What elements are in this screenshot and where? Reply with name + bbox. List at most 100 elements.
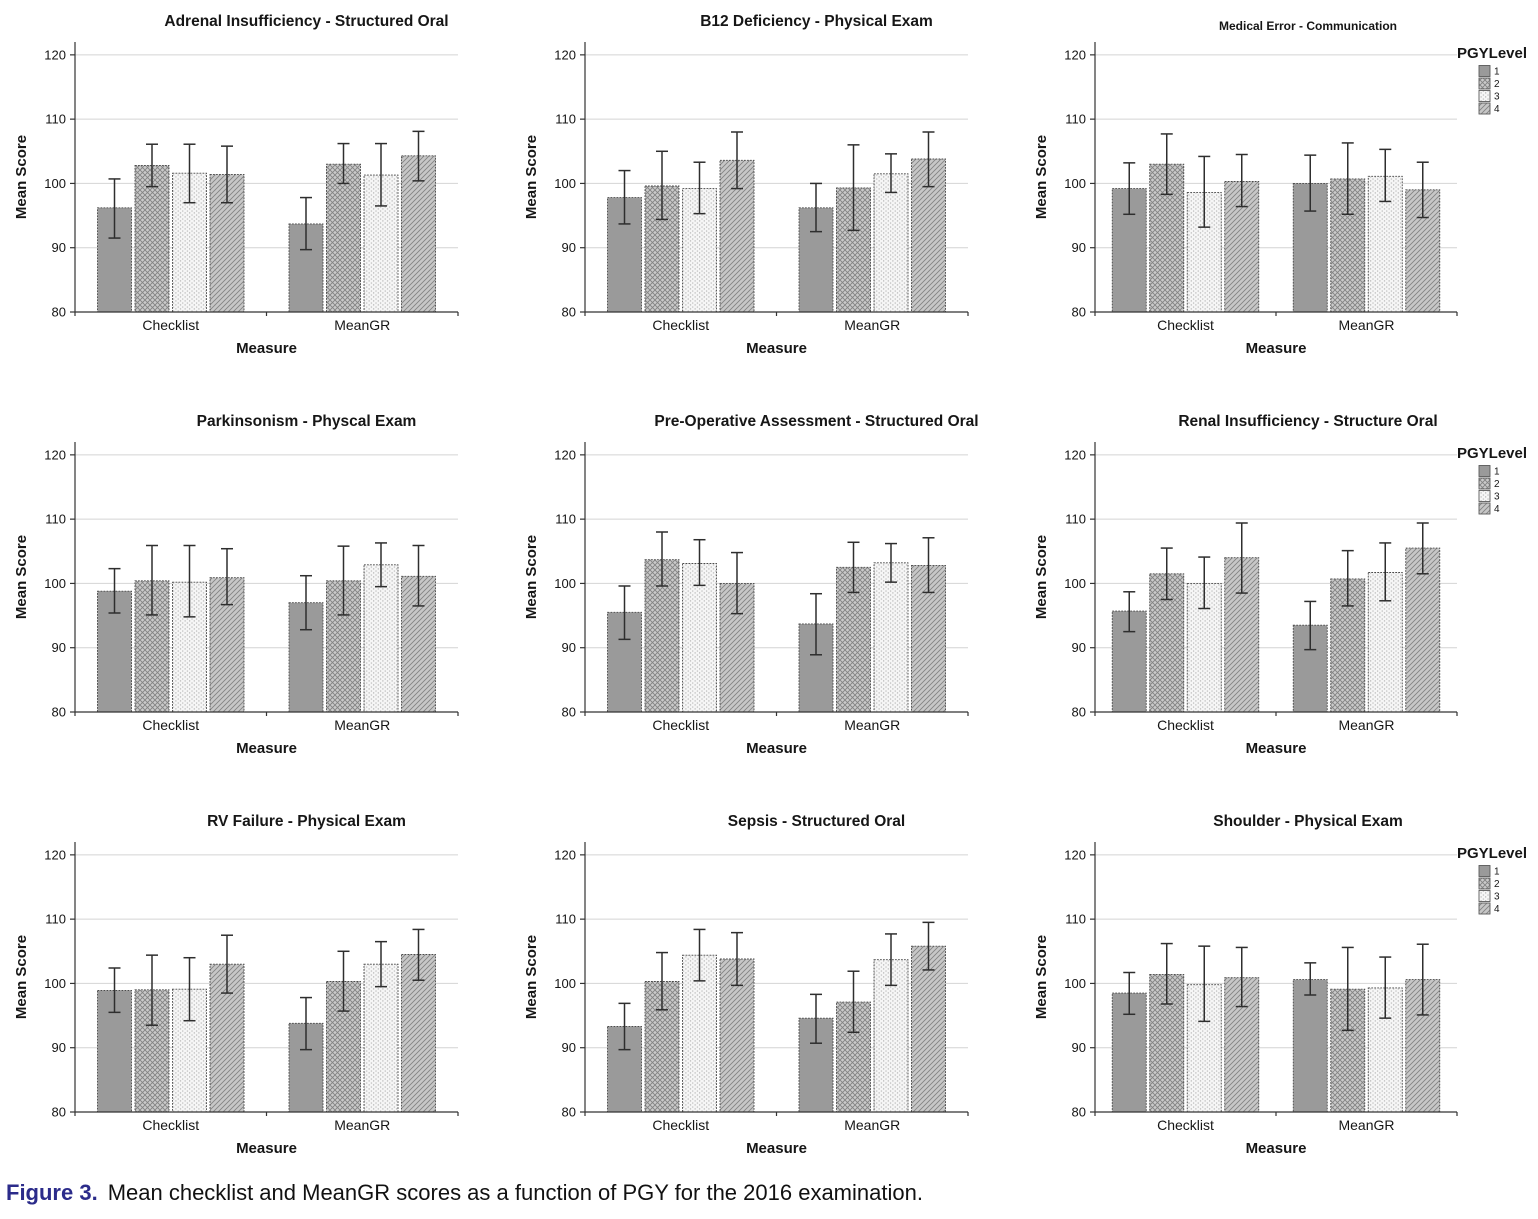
error-bar-pgy1 [618, 169, 631, 225]
chart-b12-deficiency: Checklist MeanGR 80 90 100 110 120 B12 Deficien… [510, 0, 1020, 400]
legend-item-label: 1 [1494, 467, 1500, 478]
category-label: Checklist [1157, 717, 1214, 733]
y-tick-label: 120 [44, 847, 66, 862]
y-tick-label: 120 [44, 47, 66, 62]
axes [74, 442, 458, 713]
chart-svg: Checklist MeanGR 80 90 100 110 120 Medical Erro… [1033, 19, 1527, 357]
category-label: MeanGR [844, 317, 900, 333]
category-label: MeanGR [334, 317, 390, 333]
y-tick-label: 100 [44, 976, 66, 991]
category-label: MeanGR [334, 1117, 390, 1133]
y-tick-label: 90 [52, 1040, 66, 1055]
legend-swatch-pgy1 [1478, 465, 1491, 477]
chart-title: Medical Error - Communication [1219, 19, 1397, 33]
legend-swatch-pgy1 [1478, 865, 1491, 877]
error-bar-pgy1 [108, 178, 121, 239]
legend-swatch-pgy3 [1478, 890, 1491, 902]
category-label: MeanGR [1338, 317, 1394, 333]
error-bar-pgy4 [1416, 943, 1429, 1016]
chart-title: Adrenal Insufficiency - Structured Oral [164, 13, 448, 30]
error-bar-pgy3 [375, 142, 387, 207]
y-tick-label: 120 [554, 847, 576, 862]
chart-svg: Checklist MeanGR 80 90 100 110 120 Pre-Operativ… [523, 413, 979, 757]
legend-item-label: 4 [1494, 104, 1500, 115]
category-label: Checklist [1157, 317, 1214, 333]
error-bar-pgy1 [300, 574, 312, 631]
y-axis-label: Mean Score [1033, 535, 1050, 619]
legend-swatch-pgy2 [1478, 477, 1491, 490]
error-bar-pgy2 [146, 954, 158, 1026]
error-bar-pgy1 [1304, 154, 1317, 212]
bar-pgy4 [1405, 547, 1441, 713]
category-label: Checklist [142, 717, 199, 733]
y-tick-label: 80 [562, 305, 576, 320]
legend-swatch-pgy3 [1478, 490, 1491, 502]
error-bar-pgy2 [1341, 549, 1354, 607]
error-bar-pgy3 [693, 928, 706, 982]
legend-title: PGYLevel [1457, 845, 1527, 862]
error-bar-pgy4 [221, 934, 233, 994]
error-bar-pgy4 [1235, 946, 1248, 1008]
legend-item-label: 3 [1494, 492, 1500, 503]
error-bar-pgy2 [1341, 946, 1354, 1032]
y-tick-label: 80 [1072, 705, 1086, 720]
error-bar-pgy1 [1304, 962, 1317, 996]
y-tick-label: 110 [1065, 112, 1086, 127]
chart-rv-failure: Checklist MeanGR 80 90 100 110 120 RV Failure -… [0, 800, 510, 1200]
error-bar-pgy2 [337, 142, 350, 185]
y-tick-label: 80 [52, 705, 66, 720]
figure-caption-text: Mean checklist and MeanGR scores as a fu… [107, 1180, 923, 1205]
chart-parkinsonism: Checklist MeanGR 80 90 100 110 120 Parkinsonism… [0, 400, 510, 800]
error-bar-pgy4 [922, 537, 935, 594]
error-bar-pgy2 [847, 970, 860, 1034]
y-tick-label: 110 [1065, 912, 1086, 927]
legend-swatch-pgy3 [1478, 90, 1491, 102]
bar-pgy4 [911, 945, 946, 1113]
axes [74, 42, 458, 313]
bar-pgy3 [363, 963, 399, 1113]
error-bar-pgy1 [108, 967, 121, 1014]
error-bar-pgy4 [731, 931, 743, 987]
error-bar-pgy2 [1160, 942, 1173, 1005]
x-axis-label: Measure [746, 740, 807, 757]
y-tick-label: 80 [1072, 305, 1086, 320]
y-tick-label: 80 [52, 305, 66, 320]
y-tick-label: 80 [1072, 1105, 1086, 1120]
y-tick-label: 110 [555, 112, 576, 127]
error-bar-pgy4 [412, 544, 425, 607]
x-axis-label: Measure [236, 340, 297, 357]
error-bar-pgy1 [300, 996, 312, 1051]
chart-svg: Checklist MeanGR 80 90 100 110 120 Renal Insuff… [1033, 413, 1527, 757]
error-bar-pgy3 [885, 153, 897, 194]
y-tick-label: 120 [1064, 47, 1086, 62]
error-bar-pgy3 [885, 933, 897, 987]
chart-title: Renal Insufficiency - Structure Oral [1178, 413, 1437, 430]
bar-pgy1 [1292, 979, 1328, 1113]
error-bar-pgy1 [618, 1002, 631, 1051]
error-bar-pgy4 [412, 928, 425, 981]
y-tick-label: 110 [1065, 512, 1086, 527]
legend-item-label: 1 [1494, 67, 1500, 78]
error-bar-pgy2 [337, 545, 350, 616]
chart-shoulder: Checklist MeanGR 80 90 100 110 120 Shoulder - P… [1020, 800, 1538, 1200]
legend-swatch-pgy2 [1478, 877, 1491, 890]
error-bar-pgy4 [922, 921, 935, 971]
error-bar-pgy2 [146, 143, 158, 188]
bar-pgy3 [873, 562, 909, 713]
category-label: MeanGR [334, 717, 390, 733]
y-tick-label: 90 [1072, 1040, 1086, 1055]
category-label: MeanGR [1338, 717, 1394, 733]
y-tick-label: 100 [554, 976, 576, 991]
chart-sepsis: Checklist MeanGR 80 90 100 110 120 Sepsis - Str… [510, 800, 1020, 1200]
y-tick-label: 90 [1072, 640, 1086, 655]
error-bar-pgy3 [183, 143, 196, 204]
y-axis-label: Mean Score [523, 535, 540, 619]
error-bar-pgy2 [1341, 142, 1354, 216]
y-axis-label: Mean Score [13, 135, 30, 219]
y-tick-label: 90 [562, 1040, 576, 1055]
error-bar-pgy4 [221, 145, 233, 204]
legend-item-label: 1 [1494, 867, 1500, 878]
chart-svg: Checklist MeanGR 80 90 100 110 120 Adrenal Insu… [13, 13, 459, 357]
error-bar-pgy4 [412, 130, 425, 182]
error-bar-pgy3 [375, 940, 387, 988]
